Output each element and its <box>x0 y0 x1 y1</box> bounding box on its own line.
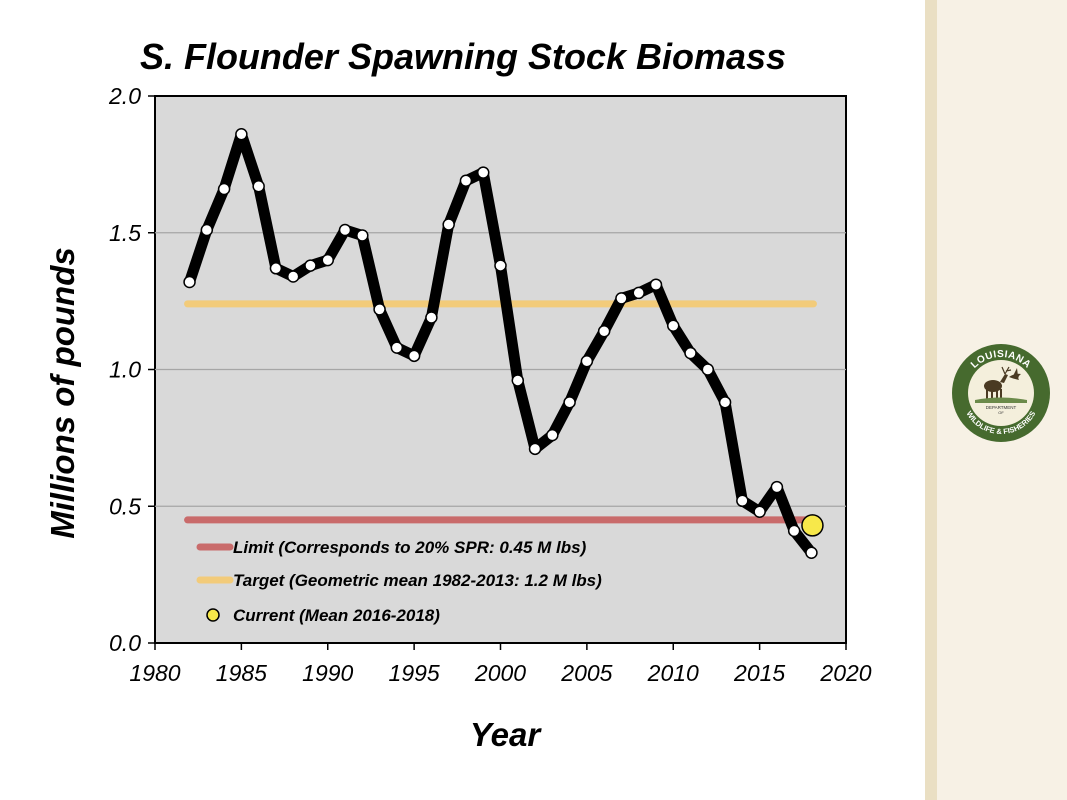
louisiana-wildlife-fisheries-logo: LOUISIANA WILDLIFE & FISHERIES DEPARTMEN… <box>952 344 1050 442</box>
data-point <box>494 259 507 272</box>
data-point <box>183 275 196 289</box>
data-point <box>321 253 334 267</box>
data-point <box>425 311 438 324</box>
y-tick-label: 1.5 <box>109 220 141 246</box>
logo-of-text: OF <box>998 410 1004 415</box>
bird-icon <box>1009 368 1021 380</box>
data-point <box>459 174 473 188</box>
y-tick-label: 0.0 <box>109 630 141 656</box>
legend-label-current: Current (Mean 2016-2018) <box>233 606 440 625</box>
y-axis: 0.0 0.5 1.0 1.5 2.0 <box>108 83 155 656</box>
x-tick-label: 2020 <box>819 660 871 686</box>
data-point <box>476 166 490 179</box>
x-tick-label: 2010 <box>647 660 699 686</box>
data-point <box>701 363 715 376</box>
legend-swatch-current <box>206 608 220 622</box>
y-tick-label: 2.0 <box>108 83 141 109</box>
data-point <box>805 546 818 559</box>
x-tick-label: 2000 <box>474 660 526 686</box>
series-biomass <box>183 128 818 559</box>
data-point <box>269 262 283 275</box>
x-tick-label: 1990 <box>302 660 353 686</box>
y-tick-label: 0.5 <box>109 493 141 519</box>
logo-ground <box>975 397 1027 403</box>
data-point <box>632 286 645 300</box>
data-point <box>528 442 542 456</box>
data-point <box>200 223 214 237</box>
data-point <box>235 128 248 141</box>
x-tick-label: 2005 <box>560 660 612 686</box>
data-point <box>563 396 576 409</box>
biomass-chart: S. Flounder Spawning Stock Biomass 0.00.… <box>44 36 872 753</box>
sidebar-panel: LOUISIANA WILDLIFE & FISHERIES DEPARTMEN… <box>925 0 1067 800</box>
x-axis: 1980 1985 1990 1995 2000 2005 2010 2015 2020 <box>129 643 872 686</box>
legend-label-target: Target (Geometric mean 1982-2013: 1.2 M … <box>233 571 602 590</box>
data-point <box>304 259 317 272</box>
data-point <box>753 505 766 518</box>
data-point <box>667 319 680 332</box>
data-point <box>597 324 611 338</box>
chart-title: S. Flounder Spawning Stock Biomass <box>140 36 786 77</box>
data-point <box>252 180 265 193</box>
legend: Limit (Corresponds to 20% SPR: 0.45 M lb… <box>196 538 602 625</box>
legend-label-limit: Limit (Corresponds to 20% SPR: 0.45 M lb… <box>233 538 587 557</box>
y-tick-label: 1.0 <box>109 357 141 383</box>
x-tick-label: 1980 <box>129 660 180 686</box>
data-point <box>356 229 369 242</box>
y-axis-title: Millions of pounds <box>44 247 81 538</box>
data-point <box>615 292 628 305</box>
data-point <box>390 341 404 354</box>
sidebar-stripe <box>925 0 937 800</box>
data-point <box>217 182 231 196</box>
data-point <box>684 346 697 360</box>
data-point <box>373 303 386 316</box>
data-point <box>338 223 352 237</box>
data-point <box>580 355 594 368</box>
data-point <box>649 278 663 291</box>
current-point <box>801 514 824 537</box>
reference-lines <box>184 300 817 524</box>
data-point <box>718 396 732 409</box>
logo-department-text: DEPARTMENT <box>986 405 1017 410</box>
data-point <box>407 349 421 363</box>
data-point <box>546 428 559 442</box>
deer-icon <box>984 366 1012 399</box>
data-point <box>511 374 525 387</box>
data-point <box>442 218 455 231</box>
slide: S. Flounder Spawning Stock Biomass 0.0 0.… <box>44 36 872 753</box>
data-point <box>736 494 749 508</box>
x-tick-label: 2015 <box>733 660 785 686</box>
data-point <box>286 270 300 283</box>
data-point <box>787 524 801 538</box>
x-tick-label: 1995 <box>389 660 440 686</box>
x-tick-label: 1985 <box>216 660 267 686</box>
data-point <box>770 480 784 494</box>
x-axis-title: Year <box>470 716 542 753</box>
current-marker <box>801 514 824 537</box>
